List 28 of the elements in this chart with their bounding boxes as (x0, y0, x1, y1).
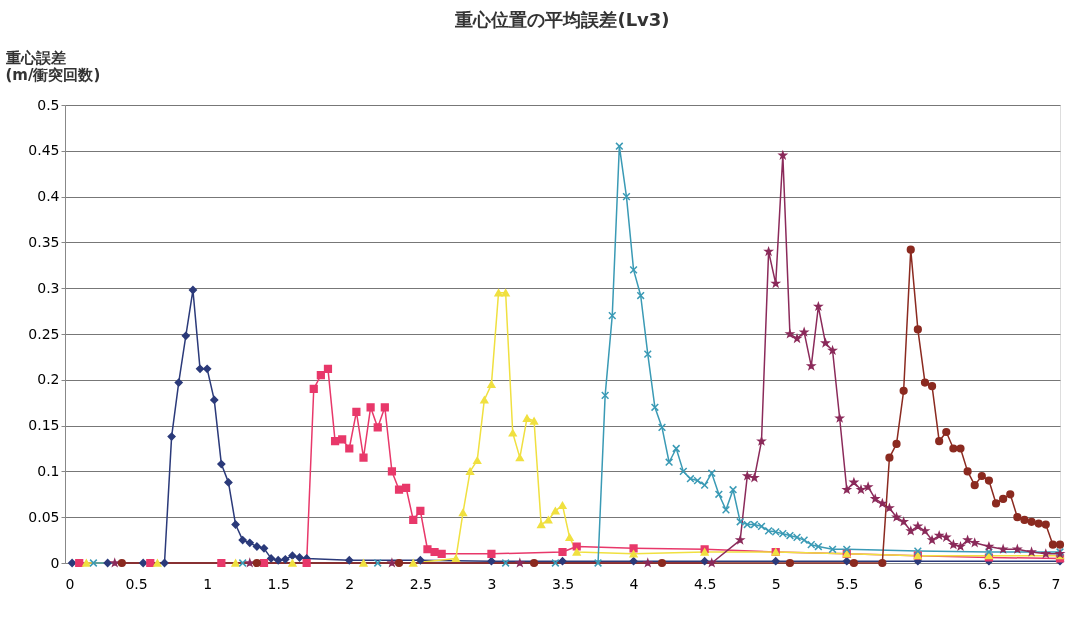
x-tick-label: 6.5 (978, 575, 1001, 592)
y-tick-label: 0.2 (37, 371, 60, 388)
x-tick-label: 5.5 (836, 575, 859, 592)
y-tick-label: 0.1 (37, 462, 60, 479)
x-tick-label: 2.5 (409, 575, 432, 592)
x-tick-label: 1 (203, 575, 213, 592)
y-tick-label: 0.45 (28, 142, 60, 159)
y-tick-label: 0.4 (37, 188, 60, 205)
y-tick-label: 0.25 (28, 325, 60, 342)
y-tick-label: 0.5 (37, 96, 60, 113)
y-tick-label: 0.35 (28, 233, 60, 250)
x-tick-label: 0.5 (125, 575, 148, 592)
x-tick-label: 5 (771, 575, 781, 592)
x-tick-label: 2 (345, 575, 355, 592)
x-tick-label: 7 (1051, 575, 1061, 592)
y-axis-title: 重心誤差 (m/衝突回数) (4, 48, 101, 84)
x-tick-label: 3 (487, 575, 497, 592)
x-tick-label: 0 (65, 575, 75, 592)
x-tick-label: 4.5 (694, 575, 717, 592)
chart-title: 重心位置の平均誤差(Lv3) (454, 9, 670, 30)
y-tick-label: 0 (50, 554, 60, 571)
y-tick-label: 0.3 (37, 279, 60, 296)
x-tick-label: 4 (629, 575, 639, 592)
x-tick-label: 3.5 (551, 575, 575, 592)
y-tick-label: 0.05 (28, 508, 60, 525)
y-tick-label: 0.15 (28, 417, 60, 434)
x-tick-label: 1.5 (267, 575, 290, 592)
x-tick-label: 6 (913, 575, 923, 592)
